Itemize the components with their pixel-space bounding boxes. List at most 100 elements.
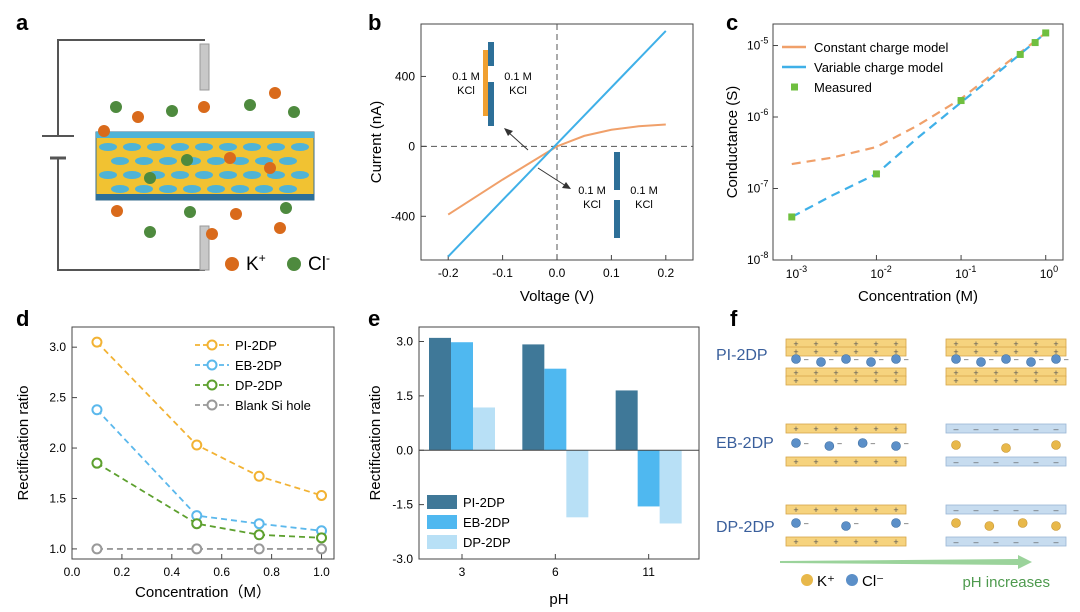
plus-charge-mark: + xyxy=(953,376,958,386)
bar-PI-2DP xyxy=(615,390,638,451)
legend-label-e: DP-2DP xyxy=(463,535,511,550)
minus-charge-mark: – xyxy=(1013,505,1018,515)
minus-charge-mark: – xyxy=(1053,505,1058,515)
plus-charge-mark: + xyxy=(853,457,858,467)
cl-charge-mark: – xyxy=(854,355,859,364)
plus-charge-mark: + xyxy=(953,339,958,349)
plus-charge-mark: + xyxy=(953,368,958,378)
inset-bottom-right-salt: KCl xyxy=(635,199,653,211)
y-tick-label-d: 1.5 xyxy=(49,491,66,505)
plus-charge-mark: + xyxy=(853,368,858,378)
minus-charge-mark: – xyxy=(973,424,978,434)
minus-charge-mark: – xyxy=(1033,457,1038,467)
minus-charge-mark: – xyxy=(953,537,958,547)
plus-charge-mark: + xyxy=(873,368,878,378)
k-ion-f xyxy=(1051,521,1061,531)
cl-ion-f xyxy=(791,354,801,364)
plus-charge-mark: + xyxy=(873,537,878,547)
bar-EB-2DP xyxy=(544,368,567,451)
plus-charge-mark: + xyxy=(1013,368,1018,378)
plus-charge-mark: + xyxy=(833,424,838,434)
plus-charge-mark: + xyxy=(793,505,798,515)
positive-wall xyxy=(785,536,907,547)
inset-bottom-left-conc: 0.1 M xyxy=(578,185,606,197)
x-tick-label-d: 1.0 xyxy=(313,565,330,579)
membrane-pore xyxy=(207,185,225,193)
measured-point xyxy=(788,213,796,221)
x-tick-label-e: 3 xyxy=(459,565,466,579)
rect-point xyxy=(253,518,265,530)
k-ion xyxy=(264,162,276,174)
membrane-pore xyxy=(219,143,237,151)
y-tick-label-d: 3.0 xyxy=(49,340,66,354)
row-label-eb-2dp: EB-2DP xyxy=(716,435,774,452)
membrane-pore xyxy=(135,157,153,165)
plus-charge-mark: + xyxy=(853,537,858,547)
bar-DP-2DP xyxy=(566,450,589,518)
legend-swatch-e xyxy=(427,535,457,549)
membrane-pore xyxy=(123,171,141,179)
plus-charge-mark: + xyxy=(833,457,838,467)
k-ion xyxy=(269,87,281,99)
membrane-pore xyxy=(243,143,261,151)
y-axis-label-d: Rectification ratio xyxy=(15,385,32,500)
inset-top-left-salt: KCl xyxy=(457,85,475,97)
plus-charge-mark: + xyxy=(993,376,998,386)
cl-charge-mark: – xyxy=(837,439,842,448)
circuit-wire-top xyxy=(57,39,205,136)
panel-e-ph-bar-chart: -3.0 -1.5 0.0 1.5 3.0 3 6 11 PI-2DP EB-2DP DP-2DP… xyxy=(367,326,700,608)
positive-wall xyxy=(785,504,907,515)
plus-charge-mark: + xyxy=(973,376,978,386)
membrane-pore xyxy=(291,143,309,151)
cl-charge-mark: – xyxy=(904,355,909,364)
plus-charge-mark: + xyxy=(853,347,858,357)
membrane-pore xyxy=(267,143,285,151)
minus-charge-mark: – xyxy=(1053,537,1058,547)
cl-ion-f xyxy=(1051,354,1061,364)
membrane-pore xyxy=(111,157,129,165)
x-tick-label-b: -0.1 xyxy=(492,266,513,280)
x-tick-label-c: 100 xyxy=(1040,264,1058,281)
plus-charge-mark: + xyxy=(1033,376,1038,386)
plus-charge-mark: + xyxy=(853,376,858,386)
rect-point xyxy=(253,543,265,555)
cl-ion-f xyxy=(824,441,835,451)
measured-point xyxy=(872,170,880,178)
cl-ion-f xyxy=(1001,354,1011,364)
k-ion xyxy=(111,205,123,217)
k-ion xyxy=(274,222,286,234)
x-tick-label-b: 0.1 xyxy=(603,266,620,280)
minus-charge-mark: – xyxy=(993,505,998,515)
y-tick-label-e: -1.5 xyxy=(392,498,413,512)
plus-charge-mark: + xyxy=(1013,339,1018,349)
k-ion-f xyxy=(1051,440,1061,450)
cl-ion xyxy=(181,154,193,166)
panel-a-schematic: K+ Cl- xyxy=(42,39,330,275)
membrane-pore xyxy=(171,143,189,151)
ph-increase-arrow xyxy=(780,555,1032,569)
bar-EB-2DP xyxy=(637,450,660,507)
x-tick-label-d: 0.6 xyxy=(213,565,230,579)
panel-label-c: c xyxy=(726,10,738,35)
membrane-pore xyxy=(279,185,297,193)
row-label-dp-2dp: DP-2DP xyxy=(716,519,775,536)
plot-frame-d xyxy=(71,326,335,560)
legend-label-e: EB-2DP xyxy=(463,515,510,530)
membrane-pore xyxy=(243,171,261,179)
circuit-wire-bottom xyxy=(57,158,205,271)
legend-label-d: DP-2DP xyxy=(235,378,283,393)
x-tick-label-e: 11 xyxy=(642,565,655,579)
membrane-pore xyxy=(291,171,309,179)
x-tick-label-b: -0.2 xyxy=(438,266,459,280)
plot-frame-e xyxy=(418,326,700,560)
plus-charge-mark: + xyxy=(793,347,798,357)
inset-top-pointer xyxy=(507,131,529,151)
bar-DP-2DP xyxy=(659,450,682,524)
panel-d-rectification-chart: 0.0 0.2 0.4 0.6 0.8 1.0 1.0 1.5 2.0 2.5 3.0 PI-2DP… xyxy=(15,326,335,601)
legend-label-d: EB-2DP xyxy=(235,358,282,373)
plus-charge-mark: + xyxy=(973,368,978,378)
x-axis-label-b: Voltage (V) xyxy=(520,288,594,305)
legend-label-c: Measured xyxy=(814,80,872,95)
plus-charge-mark: + xyxy=(893,457,898,467)
k-ion-f xyxy=(1017,518,1028,528)
